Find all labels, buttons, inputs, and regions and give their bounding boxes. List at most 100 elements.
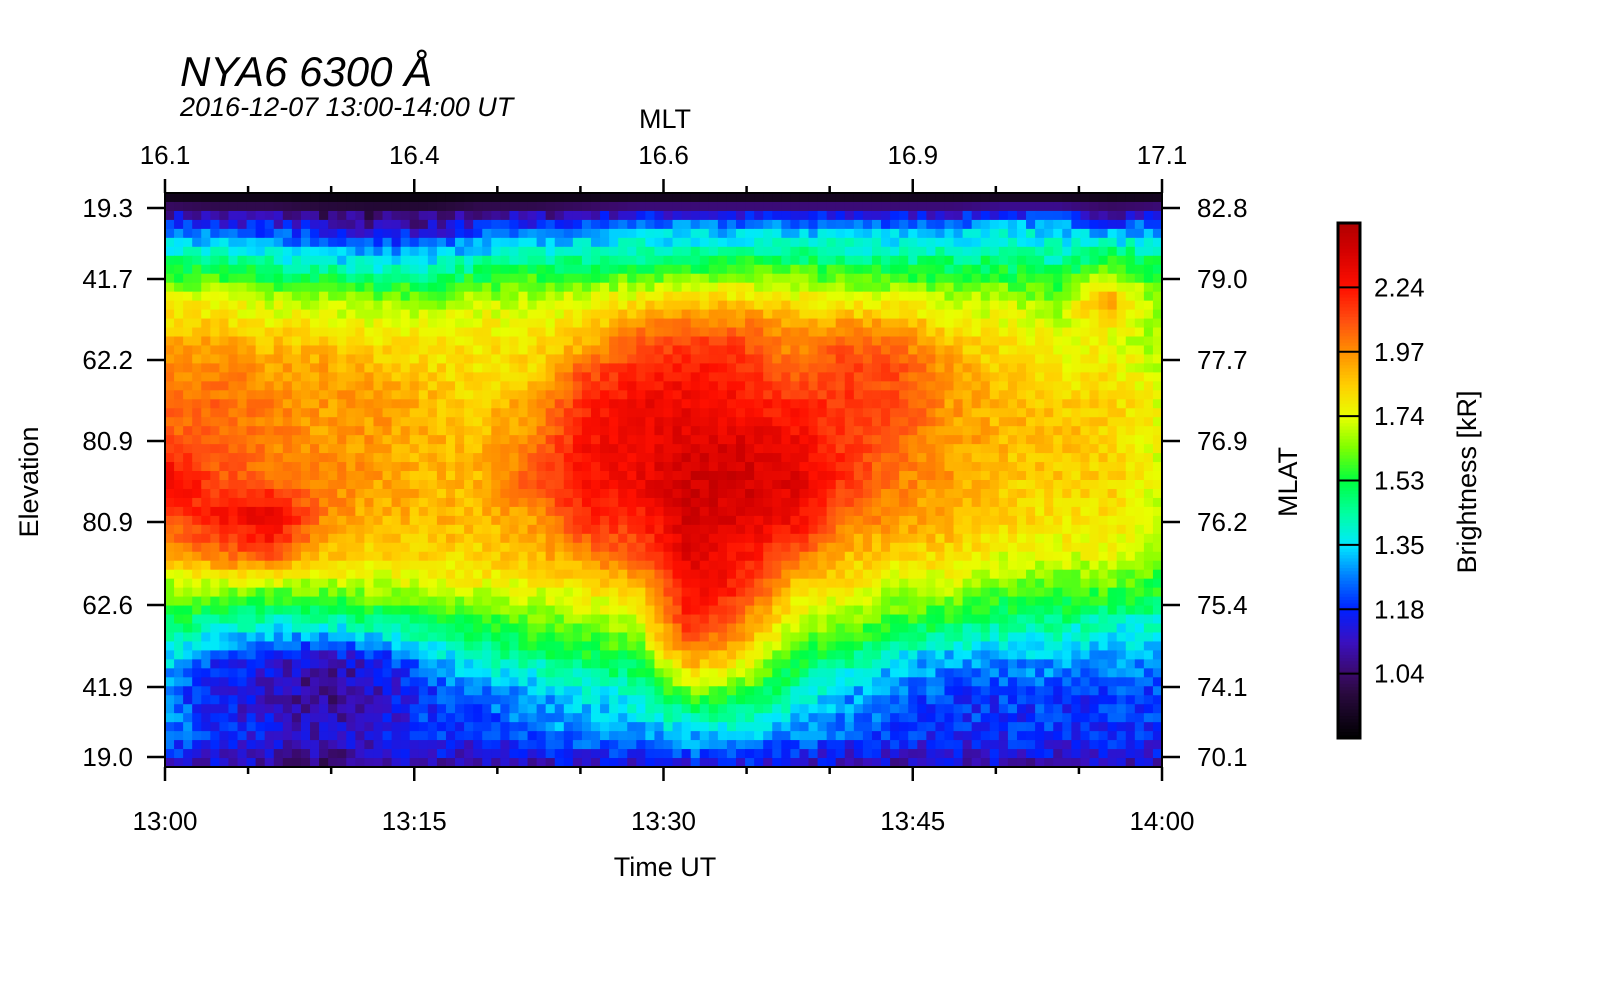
heatmap-cell — [391, 273, 402, 284]
heatmap-cell — [464, 327, 474, 338]
heatmap-cell — [409, 273, 420, 284]
heatmap-cell — [310, 354, 320, 365]
heatmap-cell — [355, 381, 365, 391]
heatmap-cell — [509, 515, 520, 526]
heatmap-cell — [953, 426, 964, 436]
heatmap-cell — [346, 381, 356, 391]
heatmap-cell — [1125, 354, 1136, 365]
heatmap-cell — [165, 372, 175, 382]
heatmap-cell — [373, 560, 384, 571]
heatmap-cell — [1107, 560, 1118, 571]
heatmap-cell — [246, 390, 257, 400]
heatmap-cell — [808, 444, 819, 454]
heatmap-cell — [364, 372, 375, 382]
heatmap-cell — [1053, 417, 1063, 427]
heatmap-cell — [482, 542, 492, 553]
heatmap-cell — [246, 201, 257, 212]
heatmap-cell — [264, 345, 275, 356]
heatmap-cell — [1007, 497, 1018, 508]
heatmap-cell — [726, 201, 737, 212]
heatmap-cell — [962, 488, 973, 499]
heatmap-cell — [944, 345, 955, 356]
heatmap-cell — [509, 336, 520, 347]
heatmap-cell — [192, 488, 202, 499]
heatmap-cell — [445, 453, 456, 463]
heatmap-cell — [1143, 524, 1154, 535]
heatmap-cell — [980, 515, 991, 526]
heatmap-cell — [1134, 515, 1145, 526]
heatmap-cell — [654, 282, 665, 293]
heatmap-cell — [654, 300, 665, 311]
heatmap-cell — [935, 542, 946, 553]
heatmap-cell — [998, 228, 1009, 239]
heatmap-cell — [518, 327, 529, 338]
heatmap-cell — [536, 435, 547, 445]
heatmap-cell — [871, 390, 882, 400]
heatmap-cell — [545, 345, 556, 356]
heatmap-cell — [1134, 462, 1145, 472]
heatmap-cell — [1089, 363, 1100, 373]
heatmap-cell — [373, 524, 384, 535]
heatmap-cell — [246, 497, 257, 508]
heatmap-cell — [654, 524, 665, 535]
heatmap-cell — [273, 551, 284, 562]
heatmap-cell — [636, 201, 646, 212]
heatmap-cell — [183, 318, 193, 329]
heatmap-cell — [192, 255, 202, 266]
heatmap-cell — [862, 462, 873, 472]
heatmap-cell — [228, 345, 239, 356]
heatmap-cell — [355, 264, 365, 275]
heatmap-cell — [210, 354, 220, 365]
heatmap-cell — [355, 497, 365, 508]
heatmap-cell — [509, 596, 520, 607]
heatmap-cell — [754, 219, 764, 230]
heatmap-cell — [436, 282, 447, 293]
heatmap-cell — [165, 471, 175, 481]
heatmap-cell — [844, 372, 855, 382]
heatmap-cell — [527, 309, 538, 320]
heatmap-cell — [464, 560, 474, 571]
heatmap-cell — [183, 264, 193, 275]
heatmap-cell — [708, 381, 719, 391]
heatmap-cell — [273, 363, 284, 373]
heatmap-cell — [708, 462, 719, 472]
heatmap-cell — [763, 228, 773, 239]
heatmap-cell — [319, 372, 329, 382]
heatmap-cell — [708, 300, 719, 311]
heatmap-cell — [527, 578, 538, 589]
heatmap-cell — [717, 282, 728, 293]
heatmap-cell — [627, 426, 637, 436]
heatmap-cell — [509, 471, 520, 481]
heatmap-cell — [817, 318, 828, 329]
heatmap-cell — [953, 497, 964, 508]
heatmap-cell — [600, 354, 610, 365]
heatmap-cell — [899, 255, 909, 266]
heatmap-cell — [400, 515, 411, 526]
heatmap-cell — [953, 345, 964, 356]
heatmap-cell — [219, 551, 230, 562]
heatmap-cell — [409, 282, 420, 293]
heatmap-cell — [1089, 542, 1100, 553]
heatmap-cell — [445, 533, 456, 544]
heatmap-cell — [210, 193, 220, 203]
heatmap-cell — [609, 246, 619, 257]
heatmap-cell — [445, 282, 456, 293]
heatmap-cell — [998, 542, 1009, 553]
heatmap-cell — [690, 381, 701, 391]
heatmap-cell — [1107, 471, 1118, 481]
heatmap-cell — [409, 210, 420, 221]
heatmap-cell — [165, 399, 175, 409]
heatmap-cell — [310, 444, 320, 454]
heatmap-cell — [736, 435, 746, 445]
heatmap-cell — [935, 193, 946, 203]
heatmap-cell — [228, 596, 239, 607]
heatmap-cell — [201, 551, 211, 562]
heatmap-cell — [998, 390, 1009, 400]
heatmap-cell — [464, 309, 474, 320]
heatmap-cell — [953, 506, 964, 517]
heatmap-cell — [609, 273, 619, 284]
heatmap-cell — [264, 471, 275, 481]
heatmap-cell — [282, 228, 293, 239]
heatmap-cell — [482, 210, 492, 221]
heatmap-cell — [1116, 345, 1127, 356]
